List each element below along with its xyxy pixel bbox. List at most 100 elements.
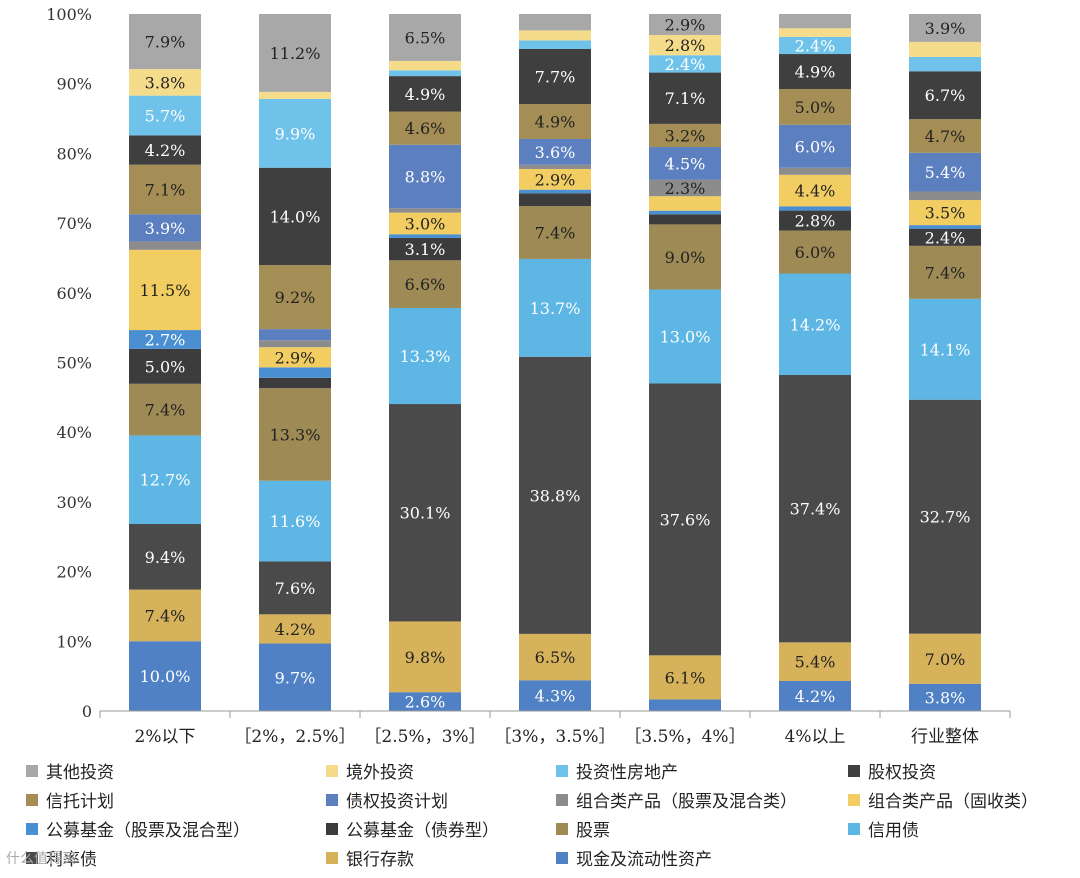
data-label: 6.0% (795, 243, 836, 262)
bar-segment (129, 135, 201, 165)
bar-segment (519, 258, 591, 357)
bar-segment (519, 138, 591, 165)
y-tick-label: 60% (56, 284, 92, 303)
bar-segment (779, 174, 851, 207)
data-label: 7.4% (145, 401, 186, 420)
data-label: 7.4% (535, 224, 576, 243)
data-label: 11.5% (140, 281, 191, 300)
legend-item: 债权投资计划 (326, 787, 448, 812)
legend-swatch (326, 822, 338, 835)
legend-item: 股票 (556, 816, 610, 841)
data-label: 5.4% (925, 163, 966, 182)
bar-segment (129, 164, 201, 215)
bar-segment (649, 655, 721, 700)
y-tick-label: 100% (46, 5, 92, 24)
bar-segment (519, 206, 591, 259)
data-label: 5.7% (145, 107, 186, 126)
data-label: 30.1% (400, 504, 451, 523)
data-label: 13.0% (660, 327, 711, 346)
bars-group: 10.0% 7.4% 9.4% 12.7% 7.4% 5.0% 2.7% 11.5% 3.9% 7… (129, 14, 981, 712)
legend-label: 现金及流动性资产 (576, 850, 712, 870)
bar-segment (259, 340, 331, 348)
data-label: 3.8% (145, 73, 186, 92)
data-label: 11.6% (270, 512, 321, 531)
data-label: 5.4% (795, 653, 836, 672)
bar-segment (519, 356, 591, 634)
data-label: 6.6% (405, 275, 446, 294)
legend-swatch (26, 822, 38, 835)
legend-item: 公募基金（股票及混合型） (26, 816, 250, 841)
legend-label: 投资性房地产 (576, 763, 678, 783)
data-label: 14.2% (790, 315, 841, 334)
data-label: 4.2% (795, 687, 836, 706)
category-label: 2%以下 (135, 727, 196, 747)
legend-label: 利率债 (46, 850, 97, 870)
bar-segment (389, 76, 461, 112)
legend-label: 信用债 (868, 821, 919, 841)
data-label: 4.2% (145, 141, 186, 160)
legend-swatch (326, 793, 338, 806)
data-label: 3.2% (665, 126, 706, 145)
legend-label: 组合类产品（固收类） (868, 792, 1038, 812)
data-label: 4.4% (795, 182, 836, 201)
data-label: 3.9% (925, 19, 966, 38)
y-tick-label: 50% (56, 354, 92, 373)
legend-swatch (26, 793, 38, 806)
data-label: 2.7% (145, 330, 186, 349)
legend-item: 银行存款 (326, 845, 414, 870)
bar-segment (259, 14, 331, 92)
bar-segment (389, 208, 461, 213)
bar-segment (389, 307, 461, 405)
legend-label: 组合类产品（股票及混合类） (576, 792, 797, 812)
legend-swatch (556, 793, 568, 806)
bar-segment (389, 621, 461, 693)
bar-segment (649, 179, 721, 197)
bar-segment (129, 641, 201, 711)
bar-segment (909, 71, 981, 120)
data-label: 9.4% (145, 548, 186, 567)
data-label: 2.9% (275, 348, 316, 367)
bar-segment (259, 614, 331, 644)
data-label: 2.4% (925, 228, 966, 247)
data-label: 14.0% (270, 207, 321, 226)
data-label: 2.9% (535, 170, 576, 189)
category-label: ［3.5%，4%］ (624, 727, 745, 747)
bar-segment (519, 40, 591, 49)
bar-segment (389, 111, 461, 145)
data-label: 7.7% (535, 67, 576, 86)
legend-item: 信托计划 (26, 787, 114, 812)
data-label: 3.5% (925, 204, 966, 223)
bar-segment (779, 206, 851, 211)
bar-segment (389, 60, 461, 71)
y-tick-label: 80% (56, 144, 92, 163)
bar-segment (129, 383, 201, 436)
legend-item: 境外投资 (326, 758, 414, 783)
y-tick-label: 40% (56, 423, 92, 442)
legend-label: 股权投资 (868, 763, 936, 783)
data-label: 6.1% (665, 668, 706, 687)
bar-segment (389, 404, 461, 622)
bar-segment (129, 241, 201, 250)
legend-item: 组合类产品（固收类） (848, 787, 1038, 812)
data-label: 7.1% (665, 89, 706, 108)
data-label: 14.1% (920, 340, 971, 359)
bar-segment (649, 196, 721, 211)
bar-segment (389, 692, 461, 711)
data-label: 4.7% (925, 127, 966, 146)
data-label: 38.8% (530, 486, 581, 505)
bar-segment (909, 298, 981, 400)
bar-segment (649, 289, 721, 384)
legend-label: 其他投资 (46, 763, 114, 783)
data-label: 9.2% (275, 288, 316, 307)
bar-segment (649, 210, 721, 215)
bar-segment (779, 167, 851, 175)
bar-segment (389, 70, 461, 77)
y-tick-label: 0 (82, 702, 92, 721)
data-label: 2.4% (665, 55, 706, 74)
data-label: 7.4% (925, 263, 966, 282)
bar-segment (909, 152, 981, 192)
bar-segment (129, 524, 201, 590)
legend-item: 组合类产品（股票及混合类） (556, 787, 797, 812)
legend-label: 公募基金（债券型） (346, 821, 499, 841)
bar-segment (259, 98, 331, 168)
